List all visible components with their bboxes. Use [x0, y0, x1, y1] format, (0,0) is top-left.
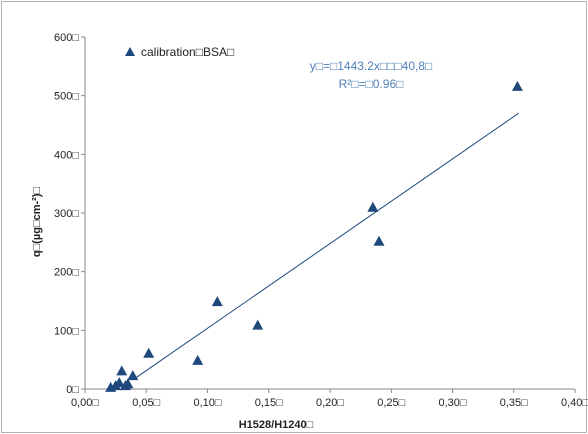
y-tick-label: 100□ — [54, 325, 79, 337]
y-tick-label: 0□ — [66, 384, 79, 396]
y-tick-label: 200□ — [54, 267, 79, 279]
legend-triangle-marker — [125, 47, 135, 56]
legend: calibration□BSA□ — [125, 45, 234, 59]
x-tick-label: 0,15□ — [255, 397, 283, 409]
data-point — [113, 377, 125, 388]
r-squared-label: R²□=□0.96□ — [339, 77, 404, 91]
data-point — [367, 201, 379, 212]
data-point — [122, 378, 134, 389]
x-tick-label: 0,10□ — [193, 397, 221, 409]
data-point — [143, 347, 155, 358]
x-axis-title: H1528/H1240□ — [239, 419, 314, 431]
x-tick-label: 0,05□ — [132, 397, 160, 409]
y-tick-label: 600□ — [54, 32, 79, 44]
y-tick-label: 500□ — [54, 91, 79, 103]
x-tick-label: 0,00□ — [71, 397, 99, 409]
data-point — [127, 370, 139, 381]
y-axis-title: q□(µg□cm-²)□ — [31, 187, 43, 258]
x-tick-label: 0,30□ — [438, 397, 466, 409]
y-tick-label: 300□ — [54, 208, 79, 220]
data-point — [211, 296, 223, 307]
data-point — [192, 354, 204, 365]
y-tick-label: 400□ — [54, 149, 79, 161]
data-points — [105, 80, 523, 392]
x-tick-label: 0,40□ — [561, 397, 588, 409]
data-point — [252, 319, 264, 330]
x-tick-label: 0,35□ — [500, 397, 528, 409]
data-point — [116, 365, 128, 376]
data-point — [511, 80, 523, 91]
trendline-equation: y□=□1443.2x□□□40,8□ — [310, 59, 433, 73]
trendline — [133, 112, 519, 380]
legend-label: calibration□BSA□ — [141, 45, 234, 59]
x-tick-label: 0,20□ — [316, 397, 344, 409]
x-tick-label: 0,25□ — [377, 397, 405, 409]
data-point — [373, 235, 385, 246]
y-axis-ticks: 0□ 100□ 200□ 300□ 400□ 500□ 600□ — [54, 32, 85, 396]
x-axis-ticks: 0,00□ 0,05□ 0,10□ 0,15□ 0,20□ 0,25□ 0,30□ 0,35□… — [71, 389, 588, 409]
